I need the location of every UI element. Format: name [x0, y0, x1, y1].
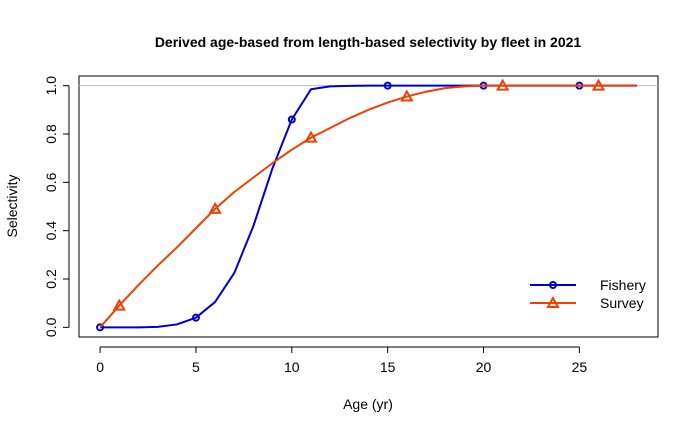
- fishery-point: [191, 313, 200, 322]
- fishery-point: [383, 81, 392, 90]
- survey-point: [304, 130, 318, 143]
- x-axis-label: Age (yr): [343, 396, 393, 412]
- survey-point: [496, 78, 510, 91]
- fishery-point: [287, 115, 296, 124]
- x-tick-label: 20: [476, 359, 492, 375]
- survey-point: [112, 298, 126, 311]
- y-axis: 0.0 0.2 0.4 0.6 0.8 1.0: [43, 76, 70, 337]
- x-axis: 0 5 10 15 20 25: [96, 346, 588, 375]
- legend-fishery-label: Fishery: [600, 277, 646, 293]
- legend: Fishery Survey: [526, 268, 654, 316]
- x-tick-label: 10: [284, 359, 300, 375]
- survey-point: [400, 89, 414, 102]
- x-tick-label: 0: [96, 359, 104, 375]
- y-tick-label: 0.2: [43, 269, 59, 289]
- survey-point: [591, 78, 606, 91]
- fishery-point: [96, 323, 105, 332]
- y-tick-label: 0.6: [43, 172, 59, 192]
- chart-title: Derived age-based from length-based sele…: [155, 34, 582, 50]
- x-tick-label: 15: [380, 359, 396, 375]
- survey-line: [99, 84, 637, 328]
- y-tick-label: 0.0: [43, 317, 59, 337]
- x-tick-label: 5: [192, 359, 200, 375]
- y-axis-label: Selectivity: [4, 174, 20, 237]
- y-tick-label: 0.8: [43, 124, 59, 144]
- survey-point: [208, 201, 222, 214]
- legend-survey-marker: [546, 295, 560, 308]
- legend-fishery-marker: [549, 281, 557, 289]
- y-tick-label: 1.0: [43, 76, 59, 96]
- plot-frame: [78, 75, 659, 338]
- plot-area: [79, 78, 658, 332]
- x-tick-label: 25: [572, 359, 588, 375]
- y-tick-label: 0.4: [43, 221, 59, 241]
- legend-survey-label: Survey: [600, 295, 644, 311]
